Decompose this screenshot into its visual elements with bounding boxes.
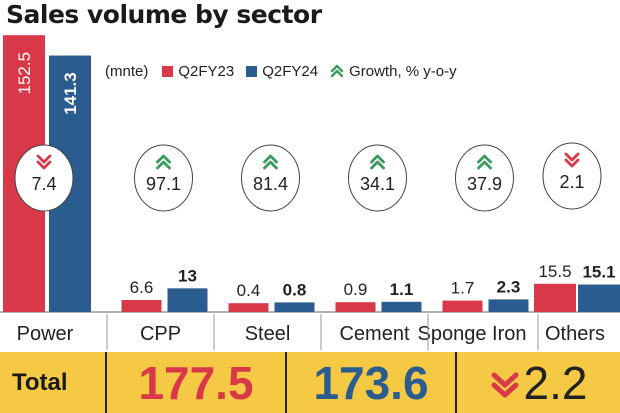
bar-q2fy23-cpp [122,300,162,312]
bar-q2fy23-others [534,284,576,312]
growth-value-cement: 34.1 [360,174,395,194]
legend-label-growth: Growth, % y-o-y [349,63,457,80]
unit-label: (mnte) [105,63,148,80]
chevron-down-icon [490,370,520,400]
data-label-q2fy24-steel: 0.8 [283,280,307,299]
data-label-q2fy23-cement: 0.9 [344,280,368,299]
category-label-others: Others [545,323,605,345]
data-label-q2fy24-cement: 1.1 [390,280,414,299]
growth-value-sponge-iron: 37.9 [467,174,502,194]
bar-q2fy23-sponge-iron [443,301,483,312]
legend-label-q2fy24: Q2FY24 [262,63,318,80]
total-growth-value: 2.2 [524,356,588,410]
bar-q2fy24-sponge-iron [489,299,529,312]
chart-legend: (mnte) Q2FY23 Q2FY24 Growth, % y-o-y [105,60,463,82]
bar-q2fy24-cpp [168,288,208,312]
data-label-q2fy24-power: 141.3 [61,72,80,115]
total-label: Total [0,352,105,413]
total-q2fy23-value: 177.5 [105,352,285,413]
data-label-q2fy24-others: 15.1 [582,263,615,282]
data-label-q2fy24-cpp: 13 [178,266,197,285]
bar-q2fy24-others [578,285,620,312]
sales-volume-chart: 152.5 141.3 Power 7.4 6.6 13 CPP 97.1 0.4 0.8 Stee… [0,0,620,352]
legend-item-q2fy24: Q2FY24 [246,63,318,80]
totals-band: Total 177.5 173.6 2.2 [0,352,620,413]
growth-value-cpp: 97.1 [146,174,181,194]
legend-swatch-q2fy24 [246,66,257,77]
growth-value-others: 2.1 [559,172,584,192]
legend-label-q2fy23: Q2FY23 [178,63,234,80]
chevron-up-icon [330,64,344,78]
bar-q2fy23-cement [336,302,376,312]
bar-q2fy24-steel [275,302,315,312]
category-label-power: Power [17,323,74,345]
data-label-q2fy23-sponge-iron: 1.7 [451,279,475,298]
bar-q2fy23-steel [229,303,269,312]
data-label-q2fy23-others: 15.5 [538,262,571,281]
bar-q2fy24-cement [382,302,422,312]
total-growth: 2.2 [455,352,620,413]
growth-value-power: 7.4 [31,174,56,194]
total-q2fy24-value: 173.6 [285,352,455,413]
category-label-sponge-iron: Sponge Iron [418,323,527,345]
growth-value-steel: 81.4 [253,174,288,194]
category-label-cpp: CPP [140,323,181,345]
category-label-cement: Cement [339,323,409,345]
legend-swatch-q2fy23 [162,66,173,77]
legend-item-q2fy23: Q2FY23 [162,63,234,80]
data-label-q2fy23-cpp: 6.6 [130,278,154,297]
data-label-q2fy23-steel: 0.4 [237,281,261,300]
legend-item-growth: Growth, % y-o-y [330,63,457,80]
data-label-q2fy24-sponge-iron: 2.3 [497,277,521,296]
category-label-steel: Steel [245,323,291,345]
data-label-q2fy23-power: 152.5 [15,52,34,95]
